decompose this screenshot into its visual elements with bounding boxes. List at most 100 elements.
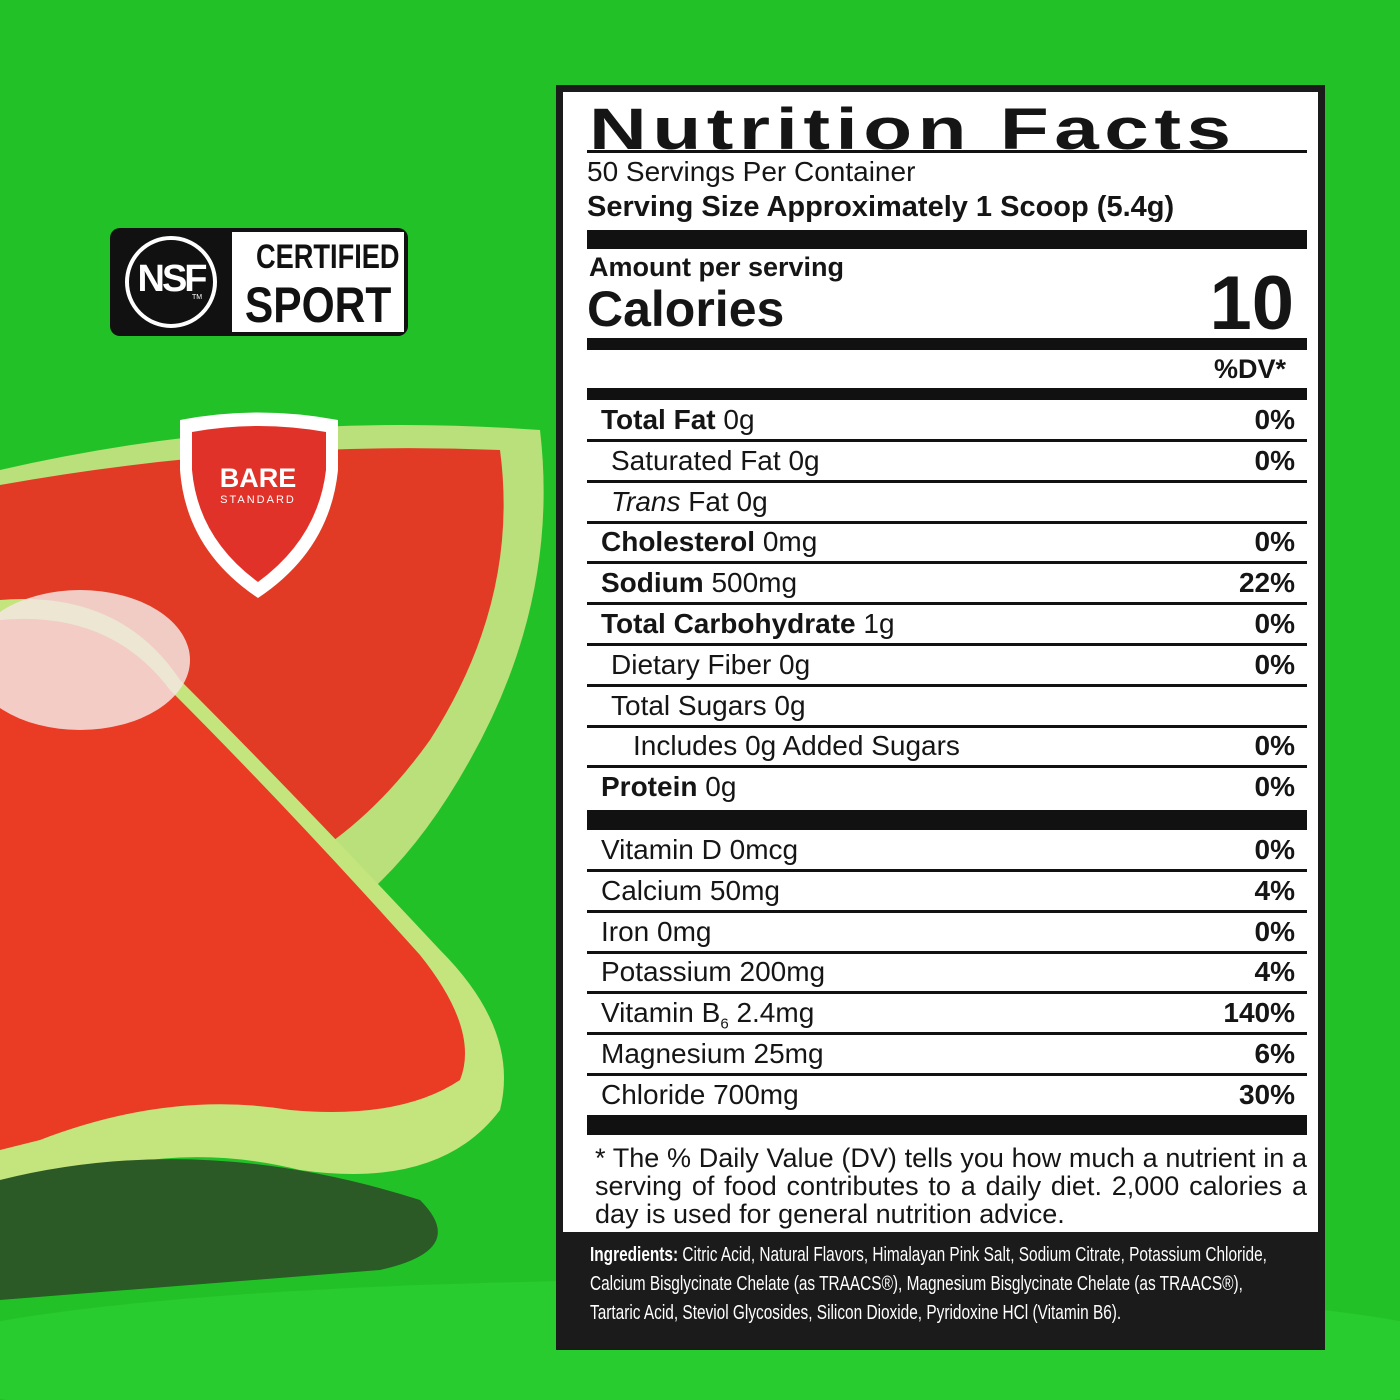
nutrient-amount: 0mcg (729, 834, 799, 865)
row-rule (587, 561, 1307, 565)
nutrient-text: Protein 0g (601, 771, 736, 802)
nutrient-amount: 0g (788, 444, 820, 476)
nutrient-row: Cholesterol 0mg 0% (587, 522, 1295, 562)
nutrient-row: Sodium 500mg 22% (587, 563, 1295, 603)
nutrient-name: Total Carbohydrate (601, 608, 856, 639)
row-rule (587, 439, 1307, 442)
nutrient-name: Potassium (601, 956, 732, 988)
nutrient-amount: 0g (736, 485, 768, 517)
nutrient-name-italic: Trans (611, 485, 681, 517)
nutrient-name: Includes (633, 730, 738, 762)
nutrient-amount: 0g (723, 404, 755, 435)
thick-rule (587, 388, 1307, 400)
nutrient-amount: 0g (705, 771, 737, 803)
nutrient-text: Trans Fat 0g (611, 486, 768, 517)
servings: 50 Servings Per Container (587, 156, 916, 187)
nutrient-text: Dietary Fiber 0g (611, 649, 810, 680)
nutrient-row: Vitamin B6 2.4mg 140% (587, 993, 1295, 1033)
rule (587, 150, 1307, 153)
nutrient-text: Chloride 700mg (601, 1079, 799, 1110)
nsf-tm: TM (192, 294, 203, 301)
nutrient-name: Vitamin B (601, 997, 721, 1029)
nutrient-name: Dietary Fiber (611, 648, 772, 680)
nutrient-amount: 25mg (753, 1038, 824, 1069)
nutrient-row: Protein 0g 0% (587, 767, 1295, 807)
amount-per-serving: Amount per serving (589, 252, 845, 282)
nutrient-text: Total Sugars 0g (611, 690, 806, 721)
row-rule (587, 909, 1307, 913)
nutrient-dv: 0% (1254, 608, 1295, 639)
nutrient-dv: 4% (1254, 874, 1295, 906)
nutrient-text: Magnesium 25mg (601, 1038, 824, 1069)
nutrient-text: Vitamin B6 2.4mg (601, 997, 814, 1033)
nutrient-text: Includes 0g Added Sugars (633, 730, 960, 761)
nutrient-dv: 140% (1223, 997, 1295, 1029)
nutrient-subscript: 6 (720, 1015, 729, 1033)
nutrient-text: Total Carbohydrate 1g (601, 608, 895, 639)
nutrient-name: Fat (688, 485, 729, 517)
nutrition-label: Nutrition Facts 50 Servings Per Containe… (556, 85, 1325, 1350)
nutrient-name: Sodium (601, 567, 704, 599)
nutrient-dv: 0% (1254, 915, 1295, 947)
dv-header: %DV* (1213, 354, 1286, 384)
nutrient-name: Calcium (601, 874, 703, 906)
nutrient-dv: 0% (1254, 404, 1295, 435)
nutrient-row: Iron 0mg 0% (587, 912, 1295, 952)
nutrient-dv: 6% (1254, 1038, 1295, 1069)
row-rule (587, 950, 1307, 954)
nutrient-text: Iron 0mg (601, 916, 712, 947)
nutrient-row: Trans Fat 0g (587, 482, 1295, 522)
nutrient-amount: 0mg (762, 526, 818, 558)
row-rule (587, 479, 1307, 483)
nutrient-name: Vitamin D (601, 834, 722, 865)
nutrient-amount: 500mg (711, 567, 798, 599)
ingredients: Ingredients: Citric Acid, Natural Flavor… (590, 1241, 1289, 1328)
nutrient-name: Saturated Fat (611, 444, 781, 476)
ingredients-text: Citric Acid, Natural Flavors, Himalayan … (590, 1244, 1267, 1324)
nutrient-text: Sodium 500mg (601, 567, 797, 598)
nutrient-name: Magnesium (601, 1038, 746, 1069)
nutrient-amount: 0g Added Sugars (745, 730, 960, 762)
nutrient-amount: 200mg (739, 956, 826, 988)
nutrient-row: Total Fat 0g 0% (587, 400, 1295, 440)
row-rule (587, 765, 1307, 769)
thick-rule (587, 338, 1307, 350)
row-rule (587, 1032, 1307, 1036)
nutrient-name: Chloride (601, 1078, 706, 1110)
nutrient-row: Potassium 200mg 4% (587, 952, 1295, 992)
calories-label: Calories (587, 281, 785, 337)
row-rule (587, 724, 1307, 728)
row-rule (587, 520, 1307, 524)
nutrient-row: Total Sugars 0g (587, 686, 1295, 726)
nutrient-amount: 0g (774, 689, 806, 721)
nutrient-amount: 50mg (709, 874, 780, 906)
thick-rule (587, 230, 1307, 249)
row-rule (587, 602, 1307, 606)
nutrient-name: Total Fat (601, 404, 716, 435)
nutrient-name: Iron (601, 915, 650, 947)
nutrient-dv: 30% (1238, 1078, 1295, 1110)
calories-value: 10 (1209, 261, 1294, 346)
nutrient-amount: 700mg (713, 1078, 799, 1110)
nutrient-text: Cholesterol 0mg (601, 526, 817, 557)
nutrient-text: Calcium 50mg (601, 875, 780, 906)
nutrient-row: Dietary Fiber 0g 0% (587, 645, 1295, 685)
nutrient-row: Saturated Fat 0g 0% (587, 441, 1295, 481)
nutrient-amount: 1g (863, 608, 895, 639)
thick-rule (587, 810, 1307, 830)
label-panel: Nutrition Facts 50 Servings Per Containe… (563, 92, 1318, 1232)
row-rule (587, 683, 1307, 687)
nutrient-text: Vitamin D 0mcg (601, 834, 798, 865)
nutrient-dv: 0% (1254, 648, 1295, 680)
nutrient-name: Protein (601, 771, 698, 803)
nutrient-row: Includes 0g Added Sugars 0% (587, 726, 1295, 766)
nutrient-amount: 0g (779, 648, 811, 680)
nutrient-text: Total Fat 0g (601, 404, 755, 435)
nsf-certified: CERTIFIED (256, 238, 400, 276)
nutrient-row: Total Carbohydrate 1g 0% (587, 604, 1295, 644)
nutrient-dv: 0% (1254, 730, 1295, 762)
row-rule (587, 869, 1307, 872)
nutrient-dv: 4% (1254, 956, 1295, 988)
nutrient-name: Cholesterol (601, 526, 756, 558)
